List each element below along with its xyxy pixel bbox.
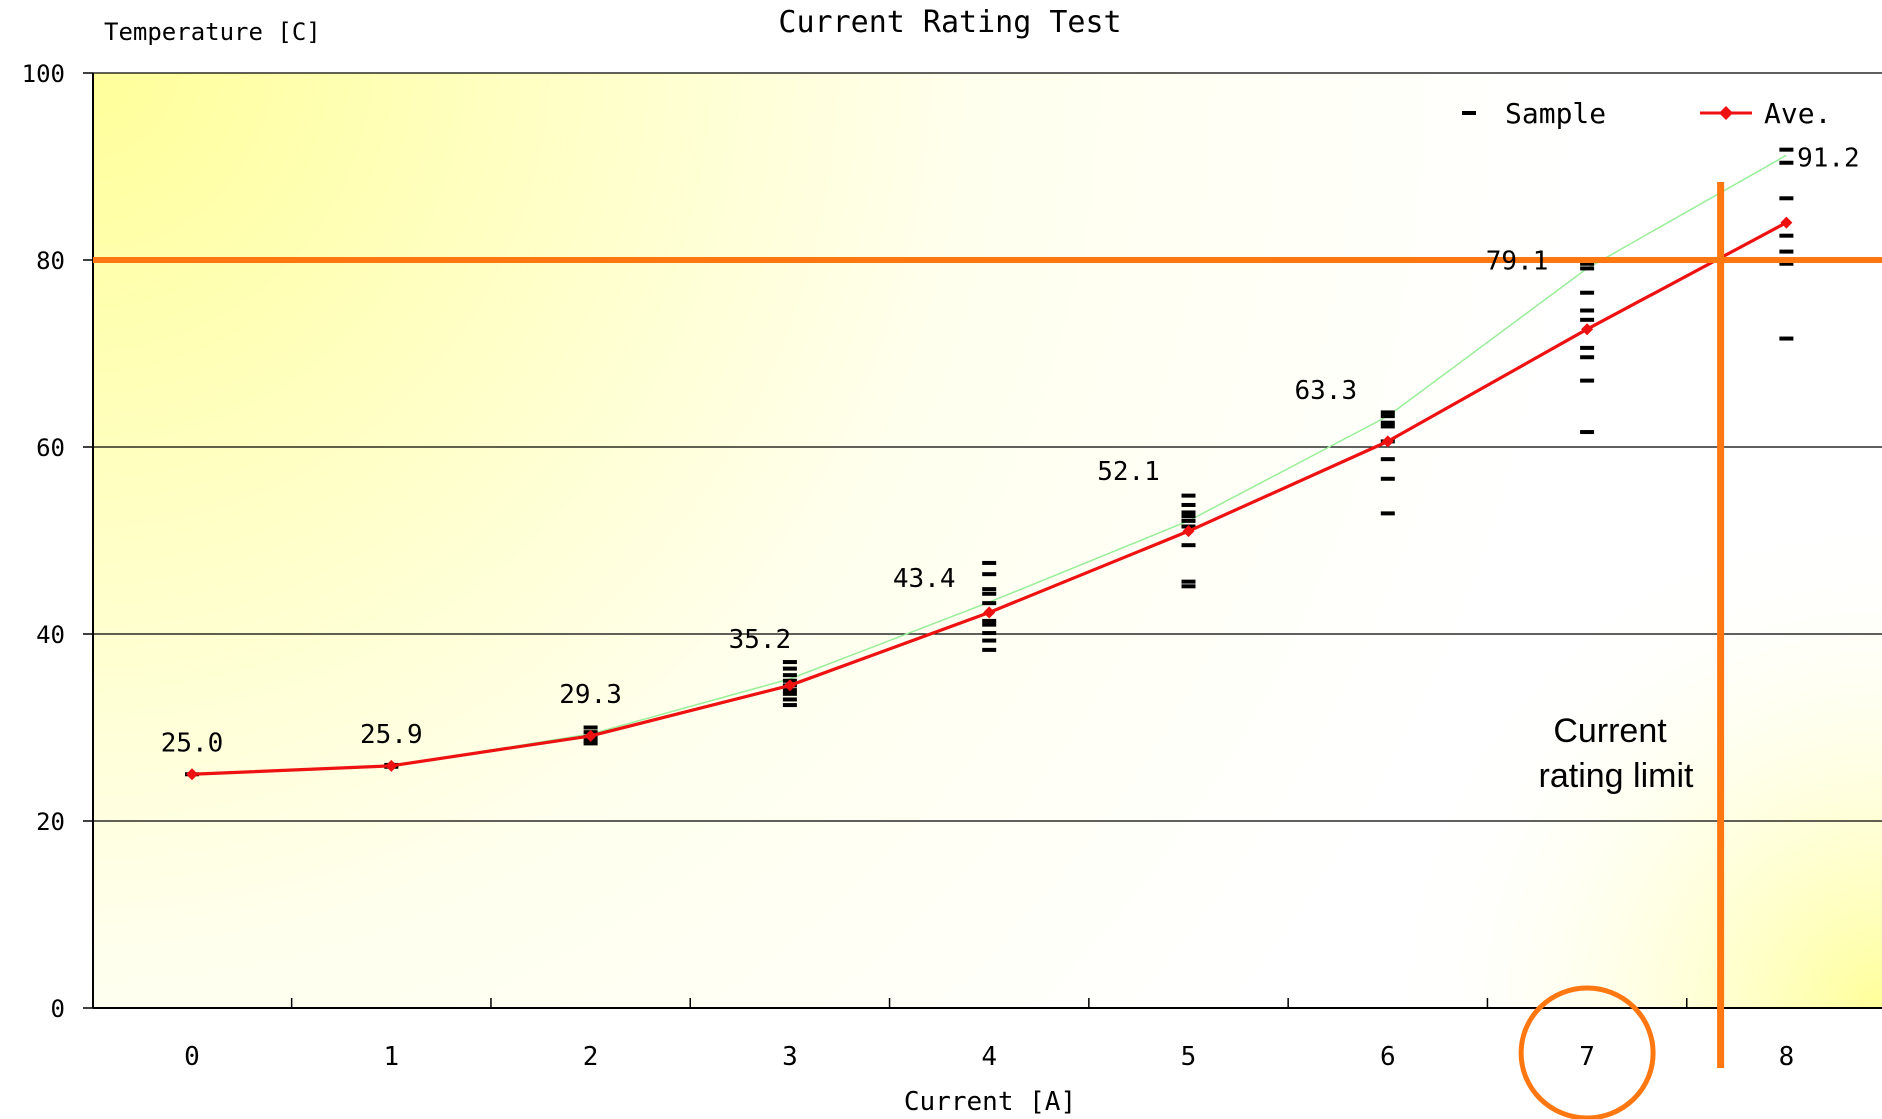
average-point-4 xyxy=(983,606,996,619)
annotation-line-1: Current xyxy=(1553,712,1667,750)
data-label-6: 63.3 xyxy=(1294,376,1357,406)
data-label-2: 29.3 xyxy=(559,680,622,710)
x-tick-labels: 0 1 2 3 4 5 6 7 8 xyxy=(184,1042,1794,1072)
data-label-4: 43.4 xyxy=(893,564,956,594)
x-tick-label-3: 3 xyxy=(782,1042,798,1072)
x-tick-label-0: 0 xyxy=(184,1042,200,1072)
annotation-line-2: rating limit xyxy=(1539,757,1694,795)
legend-sample-label: Sample xyxy=(1505,97,1606,130)
average-point-3 xyxy=(783,679,796,692)
average-point-6 xyxy=(1381,435,1394,448)
y-tick-label-60: 60 xyxy=(36,434,65,462)
data-label-5: 52.1 xyxy=(1097,457,1160,487)
average-point-0 xyxy=(186,768,198,781)
x-tick-label-5: 5 xyxy=(1181,1042,1197,1072)
data-label-3: 35.2 xyxy=(729,625,792,655)
average-point-1 xyxy=(385,759,398,772)
data-labels: 25.0 25.9 29.3 35.2 43.4 52.1 63.3 79.1 91.2 xyxy=(161,143,1860,758)
y-tick-label-40: 40 xyxy=(36,621,65,649)
x-tick-label-2: 2 xyxy=(583,1042,599,1072)
y-tick-label-0: 0 xyxy=(51,995,65,1023)
y-tick-label-20: 20 xyxy=(36,808,65,836)
x-axis-label: Current [A] xyxy=(904,1087,1076,1117)
x-tick-label-4: 4 xyxy=(981,1042,997,1072)
x-tick-label-1: 1 xyxy=(383,1042,399,1072)
plot-background-glow xyxy=(93,73,1882,1008)
axes xyxy=(92,73,1882,1009)
data-label-0: 25.0 xyxy=(161,728,224,758)
legend: Sample Ave. xyxy=(1462,97,1831,130)
chart-title: Current Rating Test xyxy=(778,5,1121,40)
legend-ave-label: Ave. xyxy=(1764,97,1831,130)
average-point-7 xyxy=(1581,323,1594,336)
data-label-7: 79.1 xyxy=(1486,246,1549,276)
average-series xyxy=(186,216,1793,781)
average-point-2 xyxy=(584,729,597,742)
y-tick-label-100: 100 xyxy=(22,60,65,88)
average-point-5 xyxy=(1182,525,1195,538)
current-rating-limit-annotation: Current rating limit xyxy=(1539,712,1694,795)
data-label-1: 25.9 xyxy=(360,720,423,750)
x-tick-label-7: 7 xyxy=(1579,1042,1595,1072)
x-tick-label-6: 6 xyxy=(1380,1042,1396,1072)
highlight-circle-current-7 xyxy=(1518,985,1656,1119)
y-tick-labels: 0 20 40 60 80 100 xyxy=(22,60,65,1023)
x-tick-label-8: 8 xyxy=(1779,1042,1795,1072)
legend-ave-marker xyxy=(1719,106,1733,120)
data-label-8: 91.2 xyxy=(1797,143,1860,173)
limit-lines xyxy=(93,182,1882,1068)
average-point-8 xyxy=(1780,216,1793,229)
y-tick-label-80: 80 xyxy=(36,247,65,275)
y-axis-label: Temperature [C] xyxy=(104,18,321,46)
